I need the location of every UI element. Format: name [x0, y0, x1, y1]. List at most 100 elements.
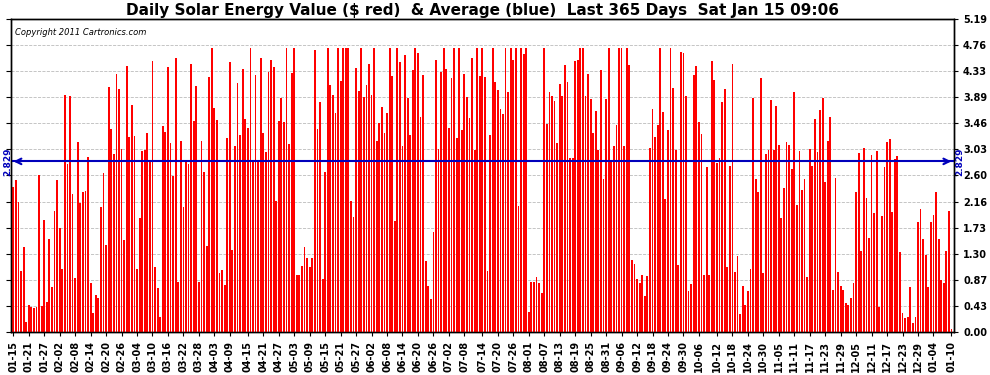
Bar — [917, 222, 919, 332]
Bar — [603, 179, 605, 332]
Bar — [825, 183, 826, 332]
Bar — [296, 274, 298, 332]
Bar — [587, 74, 589, 332]
Bar — [376, 141, 377, 332]
Bar — [747, 291, 748, 332]
Bar — [407, 98, 409, 332]
Bar — [139, 218, 141, 332]
Text: Copyright 2011 Cartronics.com: Copyright 2011 Cartronics.com — [16, 28, 147, 38]
Bar — [201, 141, 202, 332]
Bar — [923, 239, 924, 332]
Bar — [634, 264, 636, 332]
Bar — [510, 48, 512, 332]
Bar — [548, 92, 550, 332]
Bar — [703, 275, 705, 332]
Bar — [920, 209, 922, 332]
Bar — [61, 269, 63, 332]
Bar — [33, 308, 35, 332]
Bar — [515, 48, 517, 332]
Bar — [417, 53, 419, 332]
Bar — [169, 143, 171, 332]
Bar — [566, 82, 568, 332]
Bar — [910, 287, 911, 332]
Bar — [285, 48, 287, 332]
Bar — [39, 176, 40, 332]
Bar — [335, 113, 337, 332]
Bar — [386, 113, 388, 332]
Bar — [840, 286, 842, 332]
Bar — [762, 273, 764, 332]
Bar — [458, 48, 460, 332]
Bar — [383, 134, 385, 332]
Bar — [118, 89, 120, 332]
Bar — [744, 305, 746, 332]
Bar — [936, 192, 937, 332]
Bar — [904, 318, 906, 332]
Bar — [394, 221, 396, 332]
Bar — [257, 161, 259, 332]
Bar — [291, 73, 293, 332]
Bar — [58, 228, 60, 332]
Bar — [259, 58, 261, 332]
Bar — [370, 95, 372, 332]
Bar — [463, 74, 465, 332]
Bar — [214, 108, 215, 332]
Bar — [74, 279, 76, 332]
Bar — [773, 150, 774, 332]
Bar — [507, 92, 509, 332]
Bar — [28, 305, 30, 332]
Bar — [299, 274, 300, 332]
Bar — [446, 69, 447, 332]
Bar — [497, 90, 499, 332]
Bar — [814, 119, 816, 332]
Bar — [468, 118, 470, 332]
Bar — [69, 96, 71, 332]
Bar — [23, 248, 25, 332]
Bar — [796, 205, 798, 332]
Bar — [930, 222, 932, 332]
Bar — [662, 112, 663, 332]
Bar — [817, 153, 819, 332]
Bar — [162, 126, 163, 332]
Bar — [100, 207, 102, 332]
Bar — [569, 158, 571, 332]
Bar — [642, 275, 644, 332]
Bar — [902, 314, 904, 332]
Bar — [267, 72, 269, 332]
Bar — [262, 133, 264, 332]
Bar — [247, 128, 248, 332]
Bar — [363, 97, 364, 332]
Bar — [605, 99, 607, 332]
Bar — [783, 188, 785, 332]
Bar — [77, 142, 78, 332]
Bar — [126, 66, 128, 332]
Bar — [293, 48, 295, 332]
Bar — [18, 201, 20, 332]
Bar — [721, 102, 723, 332]
Bar — [616, 126, 618, 332]
Bar — [942, 282, 944, 332]
Bar — [760, 78, 761, 332]
Bar — [812, 166, 813, 332]
Bar — [494, 82, 496, 332]
Bar — [182, 207, 184, 332]
Bar — [847, 305, 849, 332]
Bar — [667, 130, 669, 332]
Bar — [433, 232, 435, 332]
Bar — [455, 138, 457, 332]
Bar — [443, 48, 445, 332]
Bar — [590, 99, 592, 332]
Bar — [533, 282, 535, 332]
Bar — [373, 48, 375, 332]
Bar — [272, 67, 274, 332]
Bar — [428, 286, 430, 332]
Bar — [708, 275, 710, 332]
Bar — [881, 216, 883, 332]
Bar — [430, 298, 432, 332]
Bar — [309, 267, 311, 332]
Bar — [330, 85, 332, 332]
Bar — [950, 329, 952, 332]
Bar — [116, 74, 117, 332]
Bar — [211, 48, 213, 332]
Bar — [322, 279, 324, 332]
